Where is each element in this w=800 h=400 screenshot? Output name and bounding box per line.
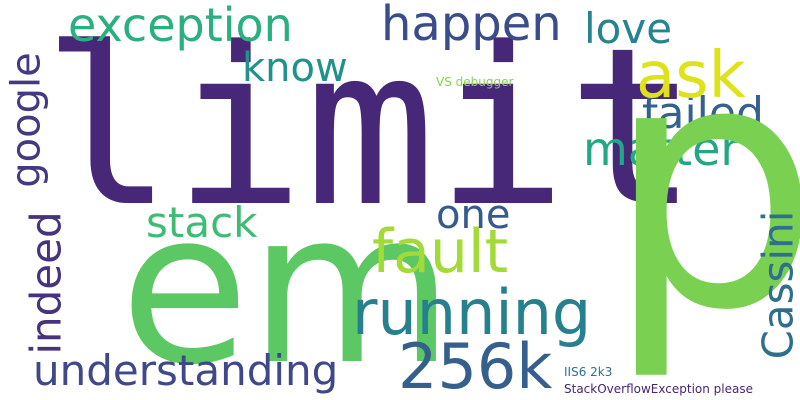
word-256k: 256k bbox=[398, 330, 553, 400]
word-p: p bbox=[605, 0, 800, 385]
word-iis6-2k3: IIS6 2k3 bbox=[564, 365, 613, 379]
word-stackoverflowexception-please: StackOverflowException please bbox=[564, 382, 753, 396]
word-indeed: indeed bbox=[21, 211, 71, 355]
word-vs-debugger: VS debugger bbox=[436, 75, 514, 89]
word-one: one bbox=[436, 192, 511, 238]
word-matter: matter bbox=[583, 122, 740, 176]
word-fault: fault bbox=[372, 217, 509, 287]
word-exception: exception bbox=[68, 0, 293, 52]
word-cassini: Cassini bbox=[753, 210, 800, 360]
word-understanding: understanding bbox=[33, 346, 339, 395]
word-running: running bbox=[352, 276, 592, 349]
word-love: love bbox=[584, 4, 673, 53]
word-stack: stack bbox=[146, 198, 258, 247]
word-failed: failed bbox=[642, 88, 764, 139]
word-google: google bbox=[3, 52, 50, 188]
word-know: know bbox=[242, 45, 348, 91]
word-limit: limit bbox=[42, 2, 699, 255]
word-happen: happen bbox=[381, 0, 562, 52]
word-ask: ask bbox=[636, 39, 746, 113]
word-em: em bbox=[120, 166, 454, 400]
